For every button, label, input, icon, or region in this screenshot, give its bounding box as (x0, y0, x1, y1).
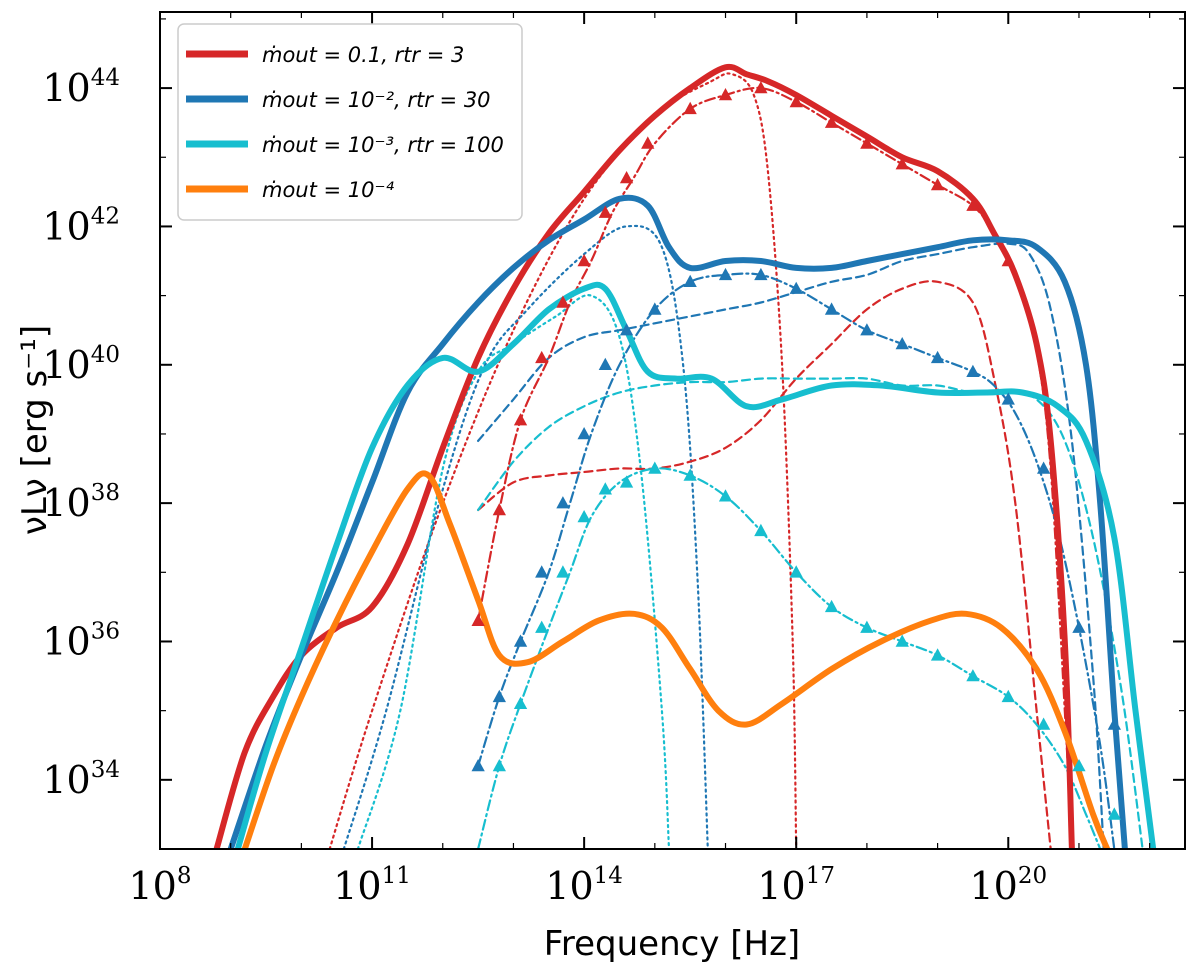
marker-red-triangles (754, 81, 768, 94)
marker-blue-triangles (824, 302, 839, 315)
marker-cyan-triangles (598, 482, 612, 495)
marker-red-triangles (598, 205, 612, 218)
y-tick-label: 1034 (42, 757, 120, 802)
marker-cyan-triangles (895, 634, 909, 647)
marker-blue-triangles (683, 274, 697, 287)
marker-blue-triangles (1072, 620, 1086, 633)
series-cyan-total (234, 281, 1157, 849)
marker-red-triangles (1001, 254, 1015, 267)
marker-red-triangles (718, 88, 733, 101)
marker-red-triangles (641, 136, 655, 149)
marker-cyan-triangles (577, 510, 591, 523)
series-blue-dotted (342, 224, 709, 849)
x-tick-label: 108 (129, 863, 192, 908)
marker-blue-triangles (648, 302, 662, 315)
series-red-total (213, 63, 1075, 849)
marker-blue-triangles (513, 634, 528, 647)
marker-blue-triangles (471, 759, 485, 772)
marker-red-triangles (619, 171, 634, 184)
marker-red-triangles (895, 157, 909, 170)
x-tick-label: 1011 (333, 863, 411, 908)
marker-blue-triangles (598, 357, 612, 370)
marker-cyan-triangles (824, 599, 839, 613)
marker-blue-triangles (1107, 717, 1121, 730)
y-tick-label: 1038 (42, 480, 120, 525)
marker-cyan-triangles (648, 461, 662, 474)
marker-cyan-triangles (1001, 689, 1015, 703)
marker-blue-triangles (492, 689, 506, 703)
series-cyan-dotted (356, 294, 671, 849)
y-tick-label: 1042 (42, 203, 120, 248)
marker-red-triangles (683, 101, 697, 115)
marker-red-triangles (556, 295, 570, 308)
legend-entry: ṁout = 10⁻⁴ (262, 178, 395, 202)
marker-blue-triangles (895, 337, 909, 350)
marker-red-triangles (492, 503, 506, 516)
plot-frame (159, 11, 1186, 850)
legend: ṁout = 0.1, rtr = 3 ṁout = 10⁻², rtr = 30… (177, 23, 523, 221)
marker-blue-triangles (860, 323, 874, 336)
marker-cyan-triangles (1037, 717, 1051, 730)
marker-cyan-triangles (789, 565, 803, 578)
series-cyan-dashed (477, 377, 1144, 849)
marker-red-triangles (966, 198, 980, 211)
marker-red-triangles (930, 177, 945, 191)
marker-cyan-triangles (754, 523, 768, 537)
marker-red-triangles (789, 94, 803, 108)
series-blue-dashed (477, 242, 1105, 849)
marker-blue-triangles (1037, 461, 1051, 474)
marker-cyan-triangles (492, 759, 506, 772)
x-axis-label: Frequency [Hz] (544, 924, 800, 964)
marker-red-triangles (535, 350, 549, 364)
y-tick-label: 1040 (42, 342, 120, 387)
marker-cyan-triangles (930, 648, 945, 661)
y-tick-label: 1036 (42, 618, 120, 663)
y-axis-label: νLν [erg s⁻¹] (15, 325, 55, 535)
marker-cyan-triangles (556, 565, 570, 578)
marker-blue-triangles (754, 267, 768, 281)
series-red-dashed (477, 280, 1052, 849)
marker-blue-triangles (1001, 392, 1015, 405)
marker-red-triangles (824, 115, 839, 128)
marker-cyan-triangles (1072, 759, 1086, 772)
marker-red-triangles (471, 613, 485, 626)
marker-red-triangles (513, 413, 528, 426)
y-tick-label: 1044 (42, 65, 120, 110)
marker-cyan-triangles (718, 489, 733, 502)
legend-entry: ṁout = 0.1, rtr = 3 (262, 43, 464, 67)
marker-cyan-triangles (966, 669, 980, 682)
legend-entry: ṁout = 10⁻³, rtr = 100 (262, 133, 504, 157)
marker-cyan-triangles (1107, 807, 1121, 820)
series-blue-total (227, 194, 1128, 849)
marker-blue-triangles (535, 565, 549, 578)
marker-blue-triangles (966, 364, 980, 377)
x-tick-label: 1017 (757, 863, 835, 908)
marker-blue-triangles (789, 281, 803, 294)
legend-entry: ṁout = 10⁻², rtr = 30 (262, 88, 491, 112)
marker-cyan-triangles (619, 475, 634, 488)
marker-blue-triangles (718, 267, 733, 281)
marker-blue-triangles (930, 350, 945, 364)
series-blue-dashdot (477, 272, 1116, 849)
series-cyan-dashdot (477, 467, 1102, 849)
marker-cyan-triangles (513, 696, 528, 709)
marker-cyan-triangles (860, 620, 874, 633)
legend-box (177, 23, 523, 221)
marker-cyan-triangles (683, 468, 697, 481)
x-tick-label: 1014 (545, 863, 623, 908)
marker-red-triangles (860, 136, 874, 149)
marker-cyan-triangles (535, 620, 549, 633)
marker-blue-triangles (577, 427, 591, 440)
x-tick-label: 1020 (969, 863, 1047, 908)
series-orange-total (241, 470, 1111, 849)
marker-blue-triangles (556, 496, 570, 509)
marker-red-triangles (577, 254, 591, 267)
series-red-dashdot (477, 86, 1073, 849)
marker-blue-triangles (619, 323, 634, 336)
